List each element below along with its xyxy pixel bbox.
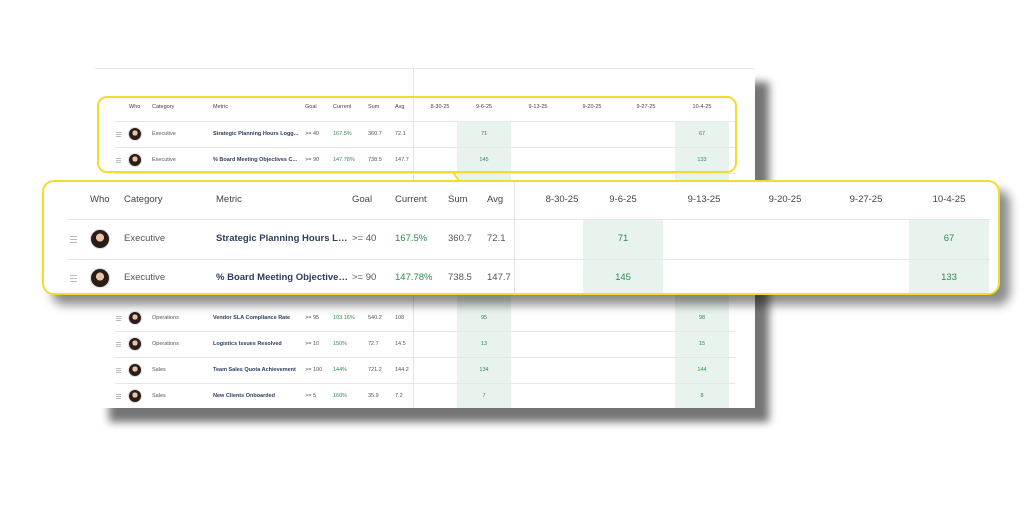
- goal-cell: >= 90: [352, 272, 377, 284]
- header-divider: [68, 219, 990, 220]
- frozen-column-divider: [514, 182, 515, 293]
- avg-cell: 108: [395, 314, 405, 321]
- goal-cell: >= 5: [305, 392, 317, 399]
- column-header-current[interactable]: Current: [395, 194, 427, 205]
- column-header-date[interactable]: 9-20-25: [768, 194, 802, 205]
- avatar: [128, 363, 142, 377]
- metric-link[interactable]: Vendor SLA Compliance Rate: [213, 314, 291, 321]
- drag-handle-icon[interactable]: [116, 341, 121, 347]
- category-cell: Executive: [124, 272, 166, 284]
- column-header-metric[interactable]: Metric: [216, 194, 242, 205]
- highlight-box: [97, 96, 737, 173]
- category-cell: Sales: [152, 392, 166, 399]
- metric-link[interactable]: New Clients Onboarded: [213, 392, 276, 399]
- avg-cell: 144.2: [395, 366, 409, 373]
- column-header-avg[interactable]: Avg: [487, 194, 504, 205]
- current-cell: 103.16%: [333, 314, 355, 321]
- current-cell: 167.5%: [395, 233, 428, 245]
- avg-cell: 72.1: [487, 233, 506, 245]
- column-header-sum[interactable]: Sum: [448, 194, 468, 205]
- avatar: [128, 337, 142, 351]
- column-header-goal[interactable]: Goal: [352, 194, 373, 205]
- sum-cell: 540.2: [368, 314, 382, 321]
- current-cell: 147.78%: [395, 272, 433, 284]
- column-header-date[interactable]: 9-13-25: [687, 194, 721, 205]
- goal-cell: >= 95: [305, 314, 320, 321]
- sum-cell: 738.5: [448, 272, 472, 284]
- drag-handle-icon[interactable]: [116, 367, 121, 373]
- column-header-date[interactable]: 10-4-25: [932, 194, 966, 205]
- row-divider: [115, 331, 735, 332]
- avatar: [90, 268, 110, 288]
- sum-cell: 72.7: [368, 340, 379, 347]
- column-header-date[interactable]: 9-27-25: [849, 194, 883, 205]
- highlight-column: [583, 219, 663, 293]
- row-divider: [115, 357, 735, 358]
- drag-handle-icon[interactable]: [70, 274, 77, 282]
- category-cell: Operations: [152, 340, 179, 347]
- highlight-column: [909, 219, 989, 293]
- drag-handle-icon[interactable]: [70, 235, 77, 243]
- avatar: [90, 229, 110, 249]
- category-cell: Operations: [152, 314, 179, 321]
- sum-cell: 721.2: [368, 366, 382, 373]
- metric-link[interactable]: Team Sales Quota Achievement: [213, 366, 296, 373]
- header-divider: [115, 121, 735, 122]
- goal-cell: >= 100: [305, 366, 323, 373]
- current-cell: 150%: [333, 340, 348, 347]
- avatar: [128, 389, 142, 403]
- sum-cell: 35.9: [368, 392, 379, 399]
- zoomed-callout: Who Category Metric Goal Current Sum Avg 8-30-2…: [42, 180, 1000, 295]
- avg-cell: 7.2: [395, 392, 403, 399]
- avg-cell: 147.7: [487, 272, 511, 284]
- drag-handle-icon[interactable]: [116, 393, 121, 399]
- current-cell: 160%: [333, 392, 348, 399]
- row-divider: [115, 173, 735, 174]
- metric-link[interactable]: Strategic Planning Hours Logg...: [216, 233, 352, 245]
- sum-cell: 360.7: [448, 233, 472, 245]
- category-cell: Executive: [124, 233, 166, 245]
- column-header-date[interactable]: 9-6-25: [609, 194, 637, 205]
- row-divider: [115, 383, 735, 384]
- metric-link[interactable]: % Board Meeting Objectives C...: [216, 272, 352, 284]
- goal-cell: >= 40: [352, 233, 377, 245]
- column-header-who[interactable]: Who: [90, 194, 110, 205]
- column-header-category[interactable]: Category: [124, 194, 163, 205]
- category-cell: Sales: [152, 366, 166, 373]
- row-divider: [68, 258, 990, 260]
- avg-cell: 14.5: [395, 340, 406, 347]
- metric-link[interactable]: Logistics Issues Resolved: [213, 340, 282, 347]
- goal-cell: >= 10: [305, 340, 320, 347]
- current-cell: 144%: [333, 366, 348, 373]
- drag-handle-icon[interactable]: [116, 315, 121, 321]
- avatar: [128, 311, 142, 325]
